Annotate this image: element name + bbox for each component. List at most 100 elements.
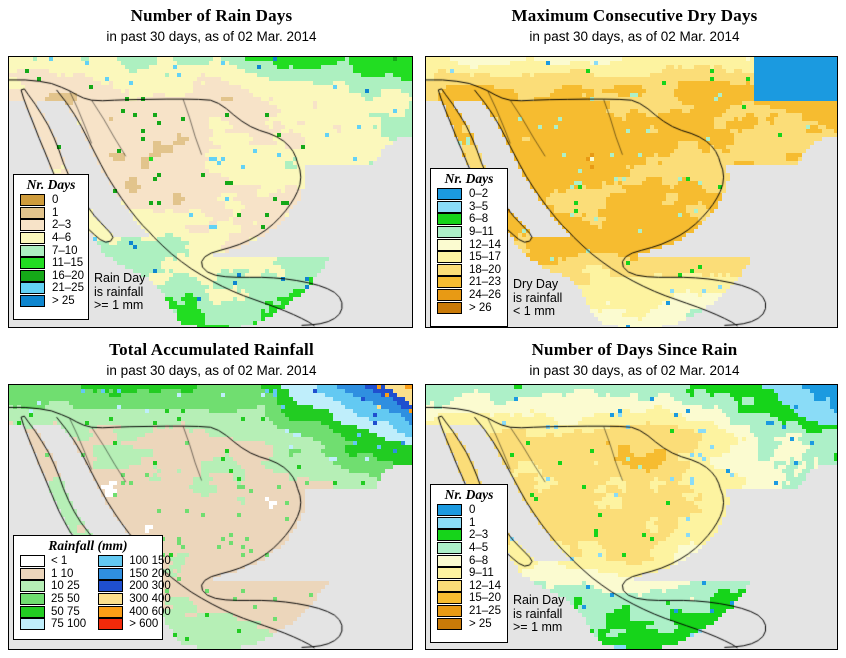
- note-line: >= 1 mm: [513, 620, 563, 634]
- legend-row[interactable]: 75 100: [20, 618, 86, 631]
- legend-row[interactable]: 15–20: [437, 592, 502, 605]
- legend-row[interactable]: > 25: [437, 617, 502, 630]
- legend-swatch: [20, 269, 45, 282]
- legend-row[interactable]: 21–25: [20, 282, 84, 295]
- legend-row[interactable]: 150 200: [98, 567, 171, 581]
- legend-swatch: [20, 295, 45, 308]
- legend-rows: 0 1 2–3 4–5 6–8 9–11 12–14 15–20 21–25 > 25: [431, 504, 507, 634]
- legend-swatch: [20, 618, 45, 631]
- legend-note-dry-day: Dry Day is rainfall < 1 mm: [513, 277, 562, 319]
- legend-row[interactable]: 1: [437, 516, 502, 530]
- legend-swatch: [437, 579, 462, 592]
- legend-row[interactable]: 0: [20, 194, 83, 207]
- legend-swatch: [20, 555, 45, 568]
- legend-row[interactable]: 9–11: [437, 226, 502, 239]
- legend-swatch: [20, 605, 45, 618]
- legend-label: 15–20: [469, 592, 501, 605]
- note-line: >= 1 mm: [94, 298, 144, 312]
- legend-swatch: [20, 257, 45, 270]
- legend-note-rain-day: Rain Day is rainfall >= 1 mm: [513, 593, 565, 635]
- legend-row[interactable]: 0–2: [437, 188, 502, 201]
- legend-row[interactable]: 2–3: [20, 219, 83, 232]
- legend-row[interactable]: 6–8: [437, 554, 502, 567]
- legend-row[interactable]: 1: [20, 206, 83, 220]
- legend-row[interactable]: > 26: [437, 301, 502, 314]
- legend-row[interactable]: < 1: [20, 555, 86, 568]
- legend-swatch: [437, 592, 462, 605]
- legend-row[interactable]: 15–17: [437, 251, 502, 264]
- legend-label: 10 25: [51, 580, 80, 593]
- panel-title: Number of Days Since Rain: [531, 340, 738, 359]
- legend-row[interactable]: 1 10: [20, 567, 86, 581]
- legend-label: 150 200: [129, 567, 171, 580]
- legend-row[interactable]: 11–15: [20, 257, 83, 270]
- legend-swatch: [98, 567, 124, 580]
- legend-swatch: [437, 200, 462, 213]
- legend-row[interactable]: 3–5: [437, 200, 502, 214]
- legend-label: 25 50: [51, 593, 80, 606]
- legend-row[interactable]: 4–5: [437, 542, 502, 555]
- legend-row[interactable]: 12–14: [437, 579, 502, 593]
- note-line: Rain Day: [513, 593, 565, 607]
- legend-swatch: [20, 593, 45, 606]
- legend-label: 9–11: [469, 567, 494, 580]
- legend-rain-days[interactable]: Nr. Days 0 1 2–3 4–6 7–10 11–15 16–20 21–25 > 25: [13, 174, 89, 320]
- legend-swatch: [98, 593, 124, 606]
- legend-label: 100 150: [129, 555, 171, 568]
- legend-row[interactable]: 4–6: [20, 232, 83, 245]
- panel-days-since-rain: Number of Days Since Rain in past 30 day…: [423, 332, 846, 658]
- legend-row[interactable]: 16–20: [20, 269, 84, 283]
- legend-swatch: [437, 516, 462, 529]
- legend-label: 12–14: [469, 238, 501, 251]
- legend-label: 200 300: [129, 580, 171, 593]
- legend-label: 4–6: [52, 232, 72, 245]
- panel-subtitle: in past 30 days, as of 02 Mar. 2014: [106, 29, 317, 44]
- legend-row[interactable]: 25 50: [20, 593, 86, 606]
- legend-label: 18–20: [469, 263, 501, 276]
- legend-row[interactable]: 0: [437, 504, 502, 517]
- legend-row[interactable]: 12–14: [437, 238, 502, 251]
- legend-row[interactable]: 300 400: [98, 593, 171, 606]
- panel-subtitle: in past 30 days, as of 02 Mar. 2014: [106, 363, 317, 378]
- panel-subtitle: in past 30 days, as of 02 Mar. 2014: [529, 363, 740, 378]
- legend-label: 16–20: [52, 269, 84, 282]
- legend-row[interactable]: 200 300: [98, 580, 171, 593]
- legend-row[interactable]: 2–3: [437, 529, 502, 542]
- legend-swatch: [437, 567, 462, 580]
- note-line: is rainfall: [513, 606, 563, 621]
- legend-dry-days[interactable]: Nr. Days 0–2 3–5 6–8 9–11 12–14 15–17 18–20 21–2…: [430, 168, 508, 327]
- legend-row[interactable]: 18–20: [437, 263, 502, 277]
- legend-label: 6–8: [469, 554, 489, 567]
- legend-row[interactable]: 24–26: [437, 289, 502, 302]
- legend-label: 400 600: [129, 605, 171, 618]
- legend-row[interactable]: 10 25: [20, 580, 86, 593]
- legend-row[interactable]: 9–11: [437, 567, 502, 580]
- legend-row[interactable]: 100 150: [98, 555, 171, 568]
- legend-row[interactable]: 7–10: [20, 244, 83, 257]
- legend-swatch: [437, 251, 462, 264]
- legend-label: 50 75: [51, 605, 80, 618]
- legend-label: 2–3: [52, 219, 72, 232]
- legend-row[interactable]: 6–8: [437, 213, 502, 226]
- legend-swatch: [437, 504, 462, 517]
- legend-row[interactable]: 50 75: [20, 605, 86, 618]
- legend-label: < 1: [51, 555, 68, 568]
- legend-label: 0: [469, 504, 476, 517]
- legend-label: 9–11: [469, 226, 494, 239]
- legend-title: Nr. Days: [444, 171, 494, 186]
- legend-swatch: [437, 188, 462, 201]
- legend-row[interactable]: > 25: [20, 295, 83, 308]
- legend-row[interactable]: 21–25: [437, 605, 502, 618]
- note-line: Dry Day: [513, 277, 559, 291]
- note-line: is rainfall: [94, 284, 144, 299]
- legend-row[interactable]: > 600: [98, 618, 171, 631]
- legend-row[interactable]: 400 600: [98, 605, 171, 618]
- legend-row[interactable]: 21–23: [437, 276, 502, 289]
- legend-swatch: [437, 289, 462, 302]
- legend-days-since-rain[interactable]: Nr. Days 0 1 2–3 4–5 6–8 9–11 12–14 15–20 21–25 > …: [430, 484, 508, 643]
- legend-swatch: [20, 282, 45, 295]
- legend-label: 11–15: [52, 257, 84, 270]
